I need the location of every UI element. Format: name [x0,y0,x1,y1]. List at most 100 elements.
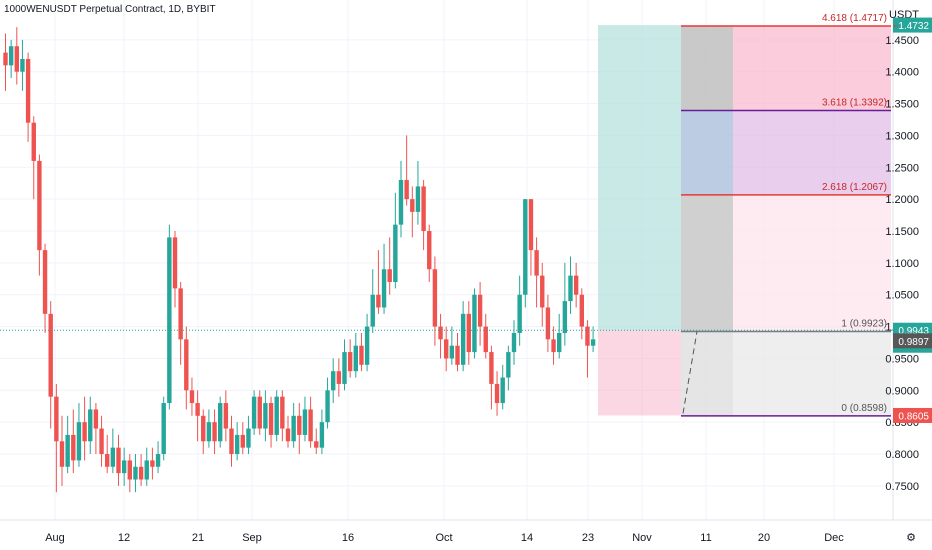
candle[interactable] [573,262,579,308]
candle[interactable] [82,396,87,461]
candle[interactable] [8,39,14,79]
candle[interactable] [579,288,584,340]
candle[interactable] [381,243,387,314]
time-axis-background[interactable] [0,520,893,550]
candle[interactable] [511,320,517,365]
candle[interactable] [427,224,432,282]
candle[interactable] [308,396,313,448]
candle[interactable] [353,332,358,378]
candle[interactable] [274,390,279,442]
candle[interactable] [184,326,189,410]
candle[interactable] [229,415,234,467]
candle[interactable] [398,160,404,238]
candle[interactable] [342,339,347,391]
chart-settings-icon[interactable]: ⚙ [906,532,916,544]
price-axis-background[interactable] [893,0,932,550]
candle[interactable] [263,390,268,442]
candle[interactable] [297,403,302,455]
candle[interactable] [144,447,149,486]
candle[interactable] [438,313,443,359]
candle[interactable] [99,415,104,467]
candle[interactable] [460,301,466,372]
candle[interactable] [534,237,539,308]
candle[interactable] [172,231,178,308]
candle[interactable] [240,422,245,455]
candle[interactable] [291,403,296,448]
candle[interactable] [54,383,59,493]
candle[interactable] [517,275,522,346]
position-stop-zone[interactable] [598,330,681,416]
candle[interactable] [257,390,262,435]
candle[interactable] [494,371,500,416]
candle[interactable] [167,224,172,410]
candle[interactable] [127,454,132,493]
candle[interactable] [121,447,127,486]
candle[interactable] [206,409,212,448]
candle[interactable] [590,326,596,353]
candle[interactable] [285,415,291,448]
candle[interactable] [37,154,42,276]
candle[interactable] [189,377,195,416]
candle[interactable] [14,27,19,85]
candle[interactable] [25,52,31,142]
candle[interactable] [110,428,116,474]
candle[interactable] [551,326,556,365]
candle[interactable] [545,294,551,353]
candle[interactable] [150,447,155,480]
candle[interactable] [319,409,325,455]
candle[interactable] [105,434,110,474]
candle[interactable] [218,396,223,448]
candle[interactable] [562,262,568,346]
candle[interactable] [364,313,370,372]
candle[interactable] [20,39,25,91]
candle[interactable] [444,326,449,372]
candle[interactable] [280,390,285,442]
candle[interactable] [31,116,36,200]
candle[interactable] [3,33,8,91]
candle[interactable] [331,358,336,404]
candle[interactable] [472,288,477,359]
candle[interactable] [138,454,144,486]
candle[interactable] [387,237,392,295]
candle[interactable] [302,396,308,442]
candle[interactable] [466,301,471,365]
candle[interactable] [178,281,183,365]
candle[interactable] [568,256,573,314]
candle[interactable] [195,390,200,442]
candle[interactable] [161,396,166,461]
candle[interactable] [212,409,217,455]
candle[interactable] [410,186,415,238]
candle[interactable] [155,441,161,474]
candle[interactable] [347,339,353,378]
candle[interactable] [223,390,229,442]
candle[interactable] [477,281,483,346]
candle[interactable] [404,135,409,206]
candle[interactable] [393,192,398,289]
candle[interactable] [42,243,48,333]
candle[interactable] [523,199,528,308]
candle[interactable] [585,320,590,378]
candle[interactable] [370,269,375,333]
candle[interactable] [432,256,438,346]
candle[interactable] [336,358,342,397]
candle[interactable] [116,434,121,486]
candle[interactable] [500,364,505,410]
candle[interactable] [325,377,330,429]
candle[interactable] [359,332,364,372]
candle[interactable] [201,409,206,455]
candle[interactable] [65,415,70,474]
candle[interactable] [449,326,455,365]
candle[interactable] [246,415,251,455]
candle[interactable] [506,345,511,391]
symbol-title[interactable]: 1000WENUSDT Perpetual Contract, 1D, BYBI… [4,4,216,15]
candle[interactable] [48,301,53,429]
candle[interactable] [88,396,93,455]
candle[interactable] [489,345,494,410]
candle[interactable] [376,250,381,314]
candle[interactable] [76,403,82,467]
candle[interactable] [540,262,545,327]
candle[interactable] [71,409,76,474]
candle[interactable] [528,199,534,276]
